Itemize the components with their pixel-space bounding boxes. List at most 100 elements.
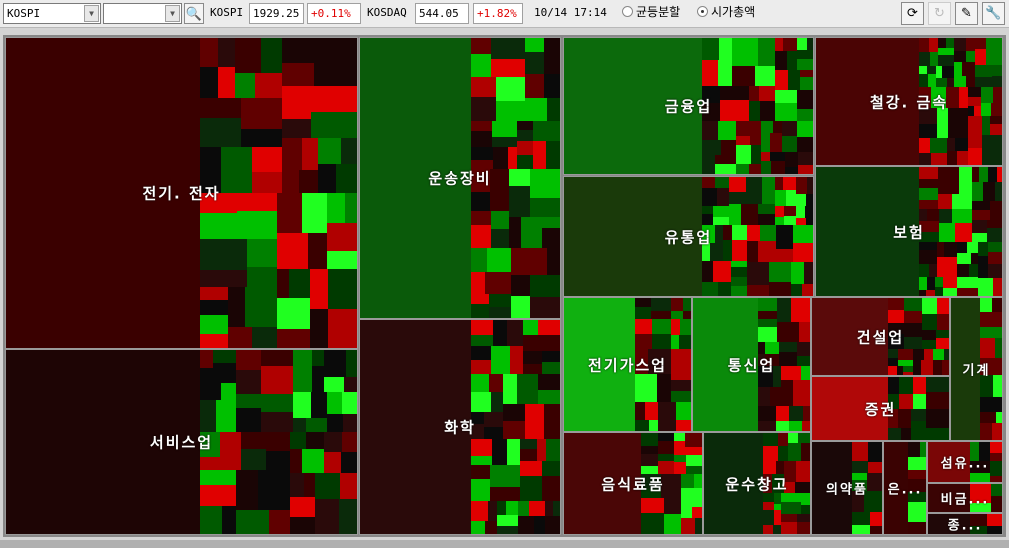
stock-tile[interactable] bbox=[652, 319, 671, 334]
stock-tile[interactable] bbox=[802, 421, 810, 431]
stock-tile[interactable] bbox=[261, 412, 293, 432]
stock-tile[interactable] bbox=[671, 349, 691, 364]
stock-tile[interactable] bbox=[324, 452, 341, 473]
stock-tile[interactable] bbox=[975, 77, 992, 87]
stock-tile[interactable] bbox=[200, 193, 237, 213]
stock-tile[interactable] bbox=[523, 364, 542, 374]
stock-tile[interactable] bbox=[345, 193, 357, 223]
stock-tile[interactable] bbox=[749, 86, 759, 101]
sector-17[interactable]: 은... bbox=[883, 441, 927, 535]
stock-tile[interactable] bbox=[314, 66, 357, 86]
stock-tile[interactable] bbox=[200, 432, 220, 457]
sector-1[interactable]: 전기. 전자 bbox=[5, 37, 358, 349]
stock-tile[interactable] bbox=[970, 461, 990, 473]
stock-tile[interactable] bbox=[812, 298, 888, 375]
stock-tile[interactable] bbox=[518, 516, 534, 534]
stock-tile[interactable] bbox=[775, 190, 786, 206]
stock-tile[interactable] bbox=[922, 330, 936, 340]
stock-tile[interactable] bbox=[484, 412, 503, 427]
stock-tile[interactable] bbox=[702, 60, 718, 86]
stock-tile[interactable] bbox=[908, 479, 926, 492]
stock-tile[interactable] bbox=[804, 262, 813, 284]
stock-tile[interactable] bbox=[888, 349, 898, 358]
stock-tile[interactable] bbox=[692, 507, 702, 518]
stock-tile[interactable] bbox=[471, 501, 488, 521]
stock-tile[interactable] bbox=[715, 155, 736, 164]
sector-8[interactable]: 통신업 bbox=[692, 297, 811, 432]
stock-tile[interactable] bbox=[759, 86, 775, 101]
stock-tile[interactable] bbox=[803, 406, 810, 421]
stock-tile[interactable] bbox=[6, 350, 200, 534]
stock-tile[interactable] bbox=[913, 349, 924, 360]
wrench-icon[interactable]: 🔧 bbox=[982, 2, 1005, 25]
stock-tile[interactable] bbox=[758, 354, 765, 366]
stock-tile[interactable] bbox=[968, 135, 982, 148]
stock-tile[interactable] bbox=[487, 248, 511, 272]
stock-tile[interactable] bbox=[852, 480, 867, 491]
stock-tile[interactable] bbox=[955, 138, 968, 151]
stock-tile[interactable] bbox=[564, 38, 702, 174]
stock-tile[interactable] bbox=[702, 188, 717, 206]
stock-tile[interactable] bbox=[908, 470, 926, 479]
stock-tile[interactable] bbox=[290, 473, 304, 497]
stock-tile[interactable] bbox=[758, 342, 765, 354]
stock-tile[interactable] bbox=[324, 350, 346, 377]
stock-tile[interactable] bbox=[774, 504, 781, 510]
stock-tile[interactable] bbox=[775, 38, 783, 51]
stock-tile[interactable] bbox=[342, 432, 357, 452]
stock-tile[interactable] bbox=[717, 188, 729, 206]
stock-tile[interactable] bbox=[926, 409, 949, 428]
stock-tile[interactable] bbox=[277, 193, 302, 233]
stock-tile[interactable] bbox=[901, 428, 911, 440]
stock-tile[interactable] bbox=[868, 462, 882, 473]
stock-tile[interactable] bbox=[683, 298, 691, 311]
stock-tile[interactable] bbox=[797, 109, 813, 121]
stock-tile[interactable] bbox=[903, 366, 913, 372]
stock-tile[interactable] bbox=[213, 350, 236, 363]
stock-tile[interactable] bbox=[769, 262, 791, 282]
stock-tile[interactable] bbox=[920, 442, 926, 457]
stock-tile[interactable] bbox=[484, 427, 503, 439]
stock-tile[interactable] bbox=[218, 67, 235, 98]
radio-equal[interactable]: 균등분할 bbox=[622, 3, 680, 24]
stock-tile[interactable] bbox=[990, 201, 1002, 210]
stock-tile[interactable] bbox=[471, 294, 489, 304]
stock-tile[interactable] bbox=[314, 38, 357, 66]
stock-tile[interactable] bbox=[237, 193, 277, 211]
stock-tile[interactable] bbox=[763, 493, 774, 502]
stock-tile[interactable] bbox=[791, 284, 802, 296]
stock-tile[interactable] bbox=[972, 193, 983, 201]
stock-tile[interactable] bbox=[635, 334, 652, 349]
stock-tile[interactable] bbox=[972, 167, 979, 182]
stock-tile[interactable] bbox=[664, 498, 681, 514]
stock-tile[interactable] bbox=[671, 319, 680, 335]
stock-tile[interactable] bbox=[938, 48, 954, 55]
stock-tile[interactable] bbox=[564, 433, 641, 534]
stock-tile[interactable] bbox=[870, 526, 882, 534]
stock-tile[interactable] bbox=[919, 66, 927, 74]
stock-tile[interactable] bbox=[538, 390, 560, 404]
stock-tile[interactable] bbox=[926, 428, 949, 440]
stock-tile[interactable] bbox=[785, 152, 798, 167]
sector-4[interactable]: 화학 bbox=[359, 319, 561, 535]
stock-tile[interactable] bbox=[729, 204, 741, 225]
stock-tile[interactable] bbox=[791, 298, 810, 322]
stock-tile[interactable] bbox=[741, 204, 758, 225]
stock-tile[interactable] bbox=[471, 38, 491, 54]
stock-tile[interactable] bbox=[783, 177, 796, 190]
stock-tile[interactable] bbox=[732, 240, 747, 261]
stock-tile[interactable] bbox=[507, 439, 520, 465]
sector-3[interactable]: 운송장비 bbox=[359, 37, 561, 319]
stock-tile[interactable] bbox=[795, 482, 810, 493]
sector-14[interactable]: 기계 bbox=[950, 297, 1003, 441]
stock-tile[interactable] bbox=[511, 248, 534, 258]
stock-tile[interactable] bbox=[471, 465, 490, 479]
stock-tile[interactable] bbox=[341, 138, 357, 164]
stock-tile[interactable] bbox=[492, 137, 517, 147]
stock-tile[interactable] bbox=[200, 315, 228, 334]
stock-tile[interactable] bbox=[671, 335, 679, 349]
stock-tile[interactable] bbox=[919, 74, 928, 87]
stock-tile[interactable] bbox=[542, 351, 560, 362]
stock-tile[interactable] bbox=[781, 366, 801, 380]
stock-tile[interactable] bbox=[781, 493, 801, 502]
